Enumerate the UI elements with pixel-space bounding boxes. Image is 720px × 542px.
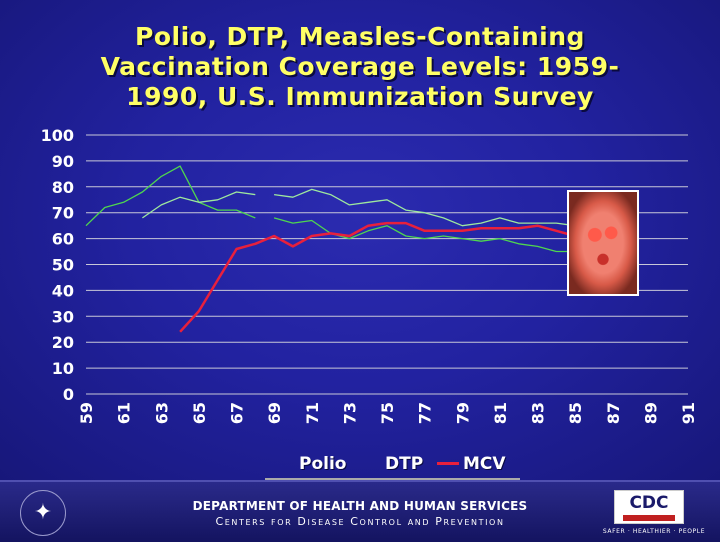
- y-tick-label-40: 40: [52, 281, 74, 300]
- hhs-footer-banner: ✦ DEPARTMENT OF HEALTH AND HUMAN SERVICE…: [0, 480, 720, 542]
- y-tick-label-90: 90: [52, 152, 74, 171]
- measles-child-photo: [567, 190, 639, 296]
- x-tick-label-91: 91: [679, 402, 698, 424]
- footer-centers: Centers for Disease Control and Preventi…: [215, 515, 505, 528]
- x-tick-label-59: 59: [77, 402, 96, 424]
- footer-tagline: SAFER · HEALTHIER · PEOPLE: [602, 528, 706, 535]
- cdc-logo-icon: CDC: [614, 490, 684, 524]
- legend-label-polio: Polio: [299, 454, 347, 474]
- x-tick-label-73: 73: [340, 402, 359, 424]
- x-tick-label-81: 81: [491, 402, 510, 424]
- title-line-1: Polio, DTP, Measles-Containing: [135, 22, 585, 51]
- series-line-polio-1: [273, 217, 576, 253]
- title-line-3: 1990, U.S. Immunization Survey: [126, 82, 594, 111]
- x-tick-label-65: 65: [190, 402, 209, 424]
- hhs-eagle-icon: ✦: [20, 490, 66, 536]
- y-tick-label-70: 70: [52, 204, 74, 223]
- x-tick-label-83: 83: [529, 402, 548, 424]
- line-chart: 0 10 20 30 40 50 60 70 80 90 100 59 61 63 65 67 69 71 73 75…: [41, 126, 698, 424]
- x-tick-label-87: 87: [604, 402, 623, 424]
- x-tick-label-89: 89: [641, 402, 660, 424]
- x-tick-label-75: 75: [378, 402, 397, 424]
- y-tick-label-20: 20: [52, 333, 74, 352]
- cdc-logo-text: CDC: [629, 493, 669, 513]
- x-tick-label-61: 61: [115, 402, 134, 424]
- y-tick-label-30: 30: [52, 307, 74, 326]
- legend-swatch-mcv: [437, 462, 459, 465]
- y-tick-label-80: 80: [52, 178, 74, 197]
- title-line-2: Vaccination Coverage Levels: 1959-: [100, 52, 620, 81]
- legend-label-dtp: DTP: [385, 454, 424, 474]
- x-tick-label-63: 63: [152, 402, 171, 424]
- y-tick-label-50: 50: [52, 256, 74, 275]
- y-tick-label-60: 60: [52, 230, 74, 249]
- series-line-dtp-0: [142, 191, 256, 219]
- x-tick-label-69: 69: [265, 402, 284, 424]
- chart-legend: Polio DTP MCV: [265, 450, 520, 480]
- chart-title: Polio, DTP, Measles-Containing Vaccinati…: [0, 22, 720, 112]
- series-line-dtp-1: [274, 188, 576, 227]
- x-tick-label-79: 79: [453, 402, 472, 424]
- series-line-polio-0: [85, 165, 256, 227]
- y-tick-label-10: 10: [52, 359, 74, 378]
- y-tick-label-0: 0: [63, 385, 74, 404]
- y-tick-label-100: 100: [41, 126, 74, 145]
- x-tick-label-67: 67: [228, 402, 247, 424]
- x-tick-label-85: 85: [566, 402, 585, 424]
- legend-label-mcv: MCV: [463, 454, 506, 474]
- x-tick-label-71: 71: [303, 402, 322, 424]
- cdc-logo-bar: [623, 515, 675, 521]
- series-line-mcv-0: [179, 221, 576, 333]
- x-tick-label-77: 77: [416, 402, 435, 424]
- footer-department: DEPARTMENT OF HEALTH AND HUMAN SERVICES: [192, 499, 528, 513]
